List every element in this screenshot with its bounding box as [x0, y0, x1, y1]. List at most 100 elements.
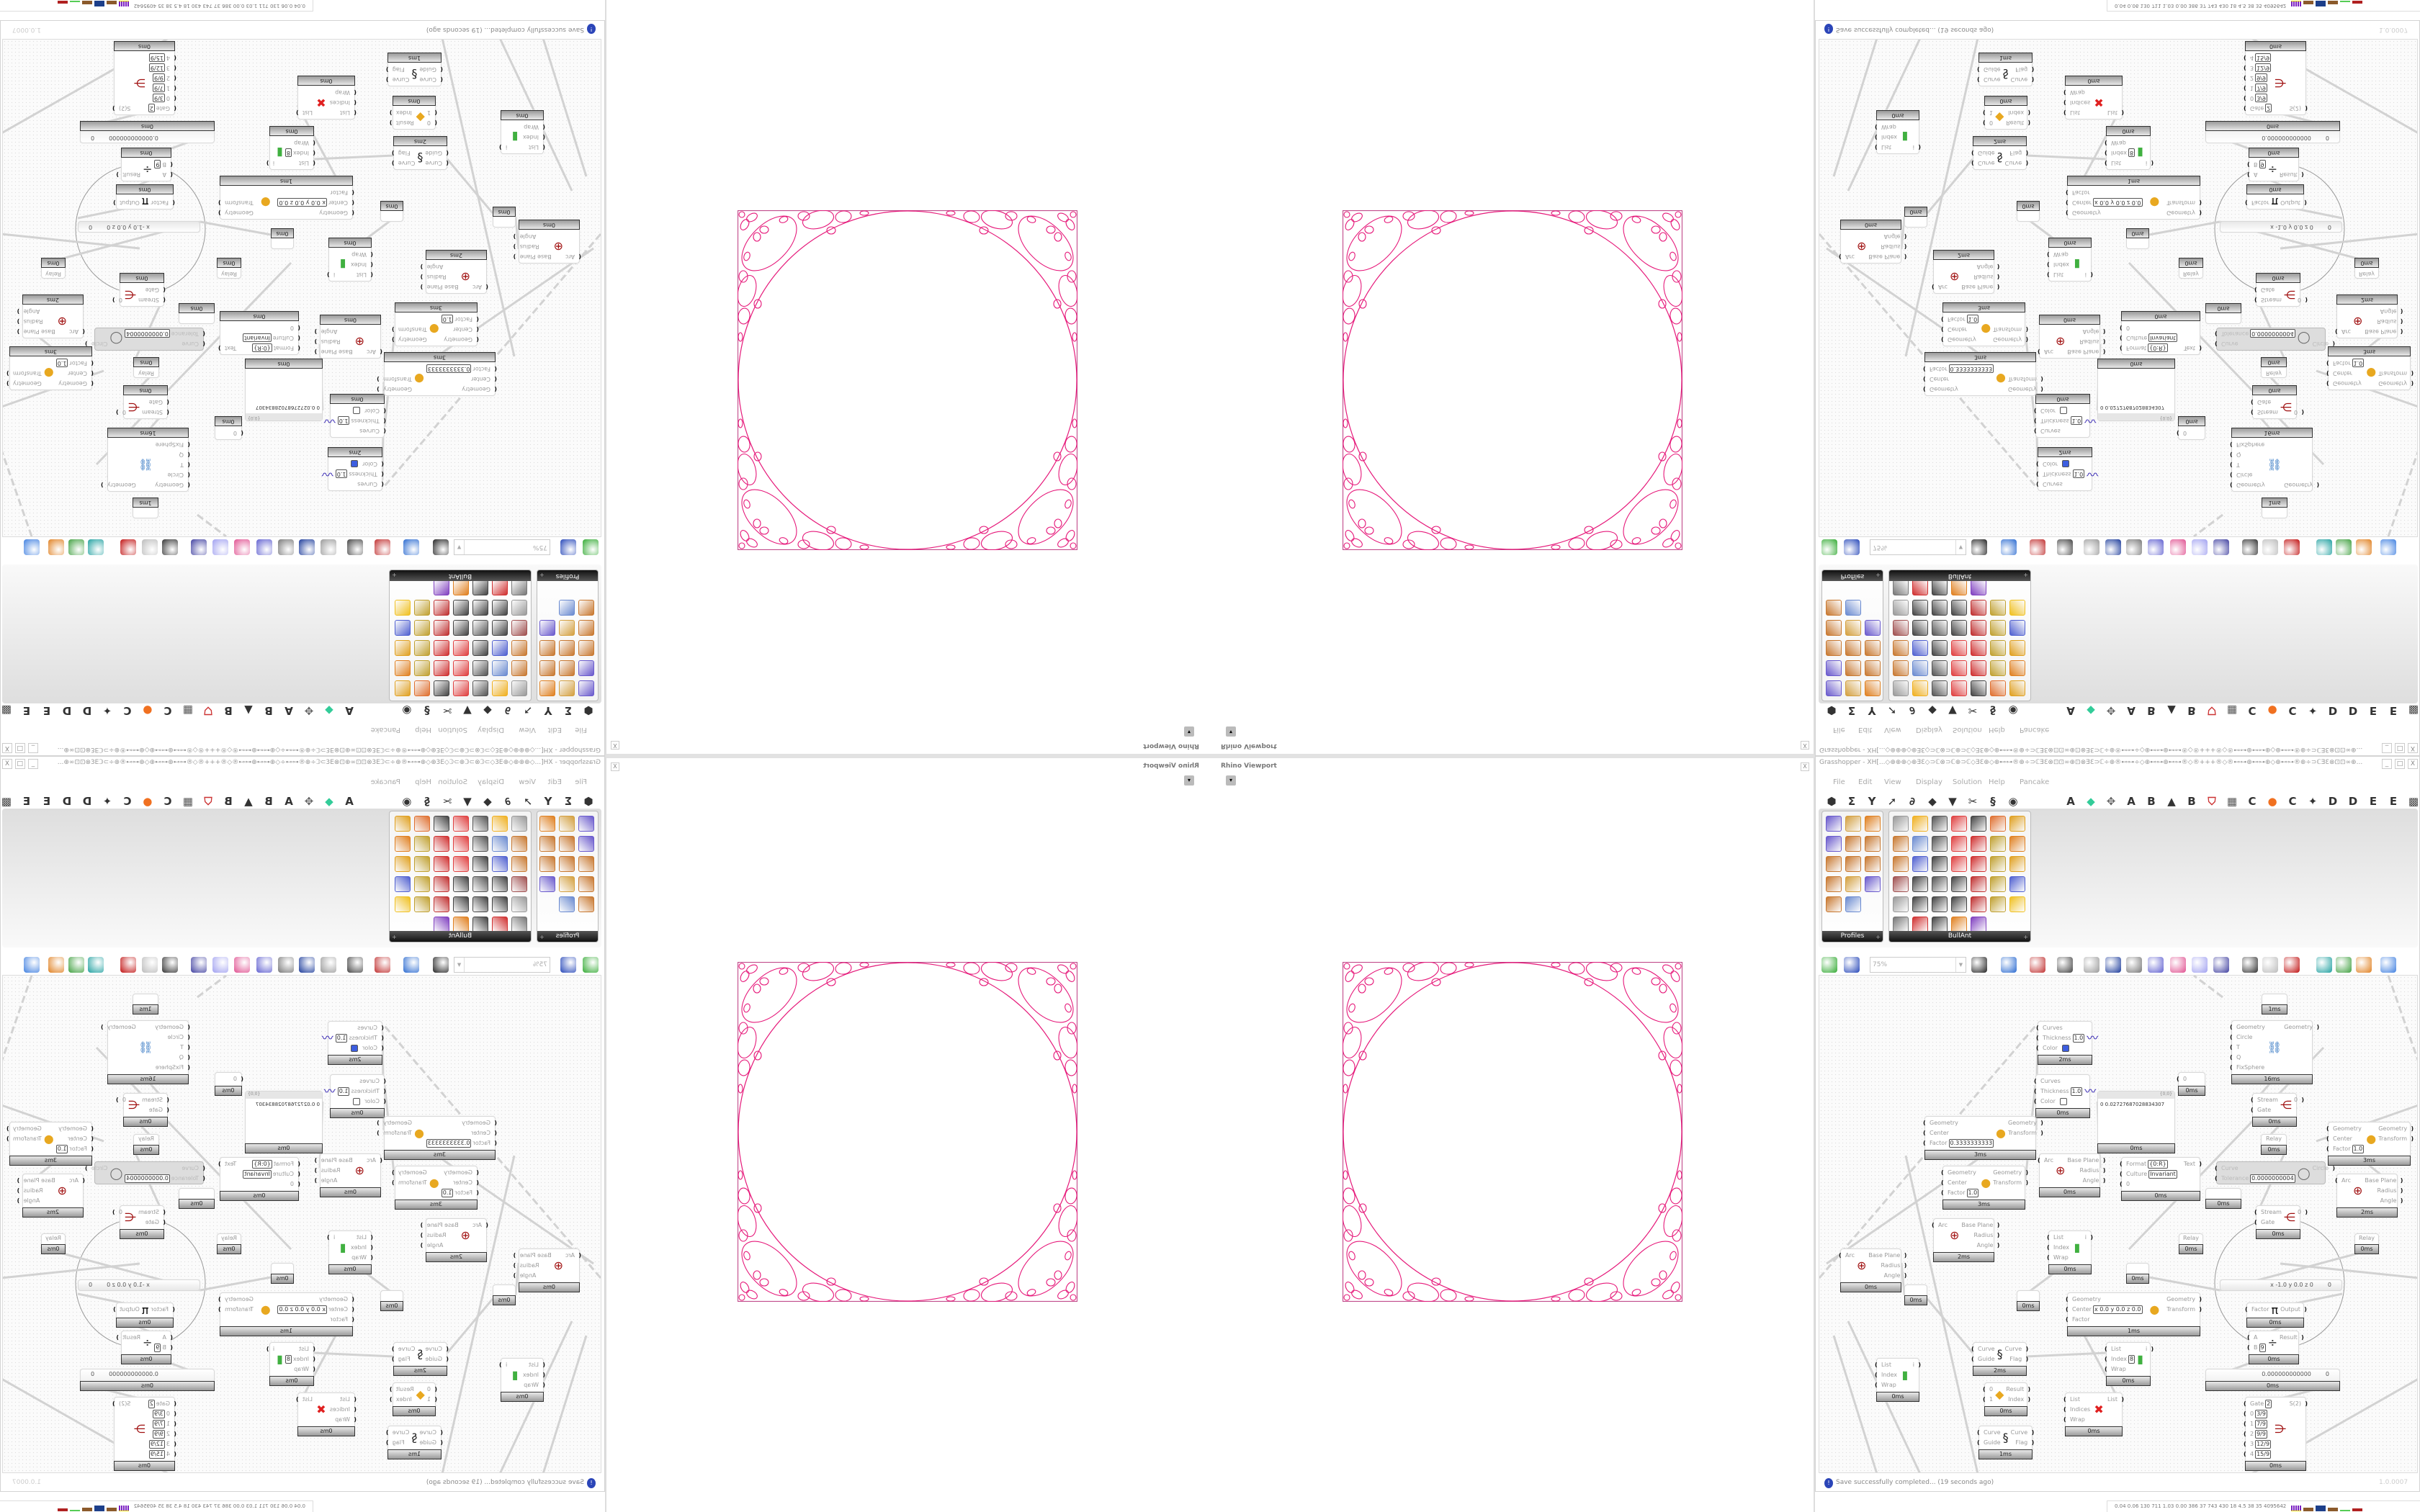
input-value[interactable]: 15/9 [2255, 53, 2272, 62]
input-param[interactable]: Guide [1981, 64, 2001, 74]
input-param[interactable]: Centerx 0.0 y 0.0 z 0.0 [277, 197, 351, 207]
component-icon[interactable] [1971, 896, 1986, 912]
preview-eye-icon[interactable] [403, 539, 419, 555]
component-icon[interactable] [1826, 680, 1842, 696]
component-icon[interactable] [559, 816, 575, 832]
dotted-grid-icon[interactable]: ▩ [1, 795, 12, 808]
output-param[interactable]: i [2146, 1344, 2154, 1354]
output-param[interactable]: i [2146, 158, 2150, 168]
component-icon[interactable] [2009, 836, 2025, 852]
input-value[interactable]: 1.0 [2072, 469, 2085, 478]
component-icon[interactable] [578, 600, 594, 616]
maximize-button[interactable]: □ [2395, 759, 2405, 769]
zoom-extents-icon[interactable] [433, 957, 449, 973]
component-icon[interactable] [1990, 600, 2006, 616]
gha-icon[interactable] [299, 957, 315, 973]
component-icon[interactable] [1951, 816, 1967, 832]
color-swatch[interactable] [353, 407, 361, 415]
output-param[interactable]: Result [2280, 169, 2300, 179]
input-param[interactable]: 29/9 [148, 73, 173, 83]
output-param[interactable]: Geometry [395, 1168, 427, 1178]
half-sphere-icon[interactable] [48, 957, 64, 973]
input-param[interactable]: Geometry [1923, 1118, 1994, 1128]
component-node[interactable]: CurvesThickness1.0Color〰0ms [324, 1074, 385, 1118]
slider-value[interactable]: 0.0000000000000 [81, 1369, 214, 1380]
input-param[interactable]: Arc [1935, 282, 1948, 292]
input-param[interactable]: Gate2 [148, 103, 173, 113]
component-icon[interactable] [539, 620, 555, 636]
input-param[interactable]: Circle [155, 1032, 187, 1043]
input-param[interactable]: Curves [336, 1023, 380, 1033]
component-node[interactable]: 01◆ResultIndex0ms [1983, 1382, 2030, 1416]
zoom-dropdown-icon[interactable]: ▼ [1955, 540, 1966, 554]
output-param[interactable]: Result [120, 169, 140, 179]
component-icon[interactable] [1951, 580, 1967, 595]
input-param[interactable]: Q [155, 449, 187, 459]
output-param[interactable]: Base Plane [2365, 1176, 2403, 1186]
component-node[interactable]: Gate203/917/929/9312/9415/9⋺S(2)0ms [114, 1397, 175, 1471]
component-node[interactable]: AB9÷Result0ms [2247, 1331, 2303, 1364]
input-param[interactable]: Factor1.0 [55, 358, 90, 368]
sketch-icon[interactable] [375, 957, 390, 973]
component-icon[interactable] [2009, 896, 2025, 912]
input-param[interactable]: CultureInvariant [2120, 1169, 2177, 1179]
bug-icon[interactable] [2057, 539, 2073, 555]
output-param[interactable]: S(2) [116, 1399, 130, 1409]
component-icon[interactable] [1971, 836, 1986, 852]
blue-sphere-icon[interactable] [2380, 957, 2396, 973]
input-param[interactable]: Guide [425, 148, 445, 158]
search-s-icon[interactable] [2148, 539, 2164, 555]
input-param[interactable]: List [285, 1344, 312, 1354]
component-icon[interactable] [1893, 680, 1909, 696]
component-node[interactable]: 1ms [2262, 498, 2287, 518]
output-param[interactable]: Output [2280, 1305, 2307, 1315]
component-icon[interactable] [539, 660, 555, 676]
input-param[interactable]: Geometry [442, 1168, 475, 1178]
component-icon[interactable] [492, 816, 508, 832]
input-param[interactable]: Arc [2335, 1176, 2351, 1186]
funnel-icon[interactable]: ▼ [463, 795, 472, 808]
package-icon[interactable] [234, 957, 250, 973]
component-node[interactable]: CurvesThickness1.0Color〰2ms [2036, 1021, 2098, 1065]
letter-e-icon[interactable]: E [42, 704, 51, 717]
component-node[interactable]: GeometryCenterx 0.0 y 0.0 z 0.0Factor●Ge… [2066, 1292, 2202, 1336]
component-icon[interactable] [472, 680, 488, 696]
input-param[interactable]: T [155, 1043, 187, 1053]
input-param[interactable]: Index8 [2105, 1354, 2136, 1364]
component-icon[interactable] [1932, 836, 1948, 852]
input-param[interactable]: Factor1.0 [1945, 314, 1979, 324]
input-param[interactable]: 1 [1986, 107, 1993, 117]
input-param[interactable]: Factor [278, 187, 351, 197]
component-icon[interactable] [1971, 876, 1986, 892]
output-param[interactable]: Geometry [10, 1124, 42, 1134]
input-param[interactable]: Gate2 [148, 1399, 173, 1409]
component-icon[interactable] [511, 640, 527, 656]
input-param[interactable]: 03/9 [148, 1409, 173, 1419]
output-param[interactable]: Angle [424, 1241, 459, 1251]
output-param[interactable]: Output [117, 197, 140, 207]
bug-icon[interactable] [2057, 957, 2073, 973]
output-param[interactable]: 0 [2294, 1095, 2304, 1105]
input-param[interactable]: Factor [2069, 187, 2143, 197]
input-param[interactable]: CultureInvariant [243, 1169, 297, 1179]
zoom-dropdown-icon[interactable]: ▼ [454, 958, 465, 972]
mountain-icon[interactable]: ▲ [2167, 795, 2176, 808]
component-icon[interactable] [492, 896, 508, 912]
input-param[interactable]: Tolerance0.0000000004 [2218, 328, 2295, 338]
output-param[interactable]: Radius [424, 1230, 459, 1241]
component-icon[interactable] [1826, 660, 1842, 676]
input-param[interactable]: Index8 [284, 1354, 312, 1364]
component-icon[interactable] [414, 600, 430, 616]
component-icon[interactable] [539, 640, 555, 656]
component-node[interactable]: GeometryCenterFactor1.0●GeometryTransfor… [9, 1122, 92, 1166]
minimize-button[interactable]: _ [28, 743, 38, 753]
relay-node[interactable]: Relay 0ms [217, 1233, 241, 1254]
output-param[interactable]: Geometry [222, 1295, 254, 1305]
output-param[interactable]: Radius [2067, 336, 2102, 346]
component-icon[interactable] [453, 896, 469, 912]
component-node[interactable]: Arc⊕Base PlaneRadiusAngle0ms [320, 315, 381, 359]
expand-tab-icon[interactable]: + [1876, 934, 1881, 940]
